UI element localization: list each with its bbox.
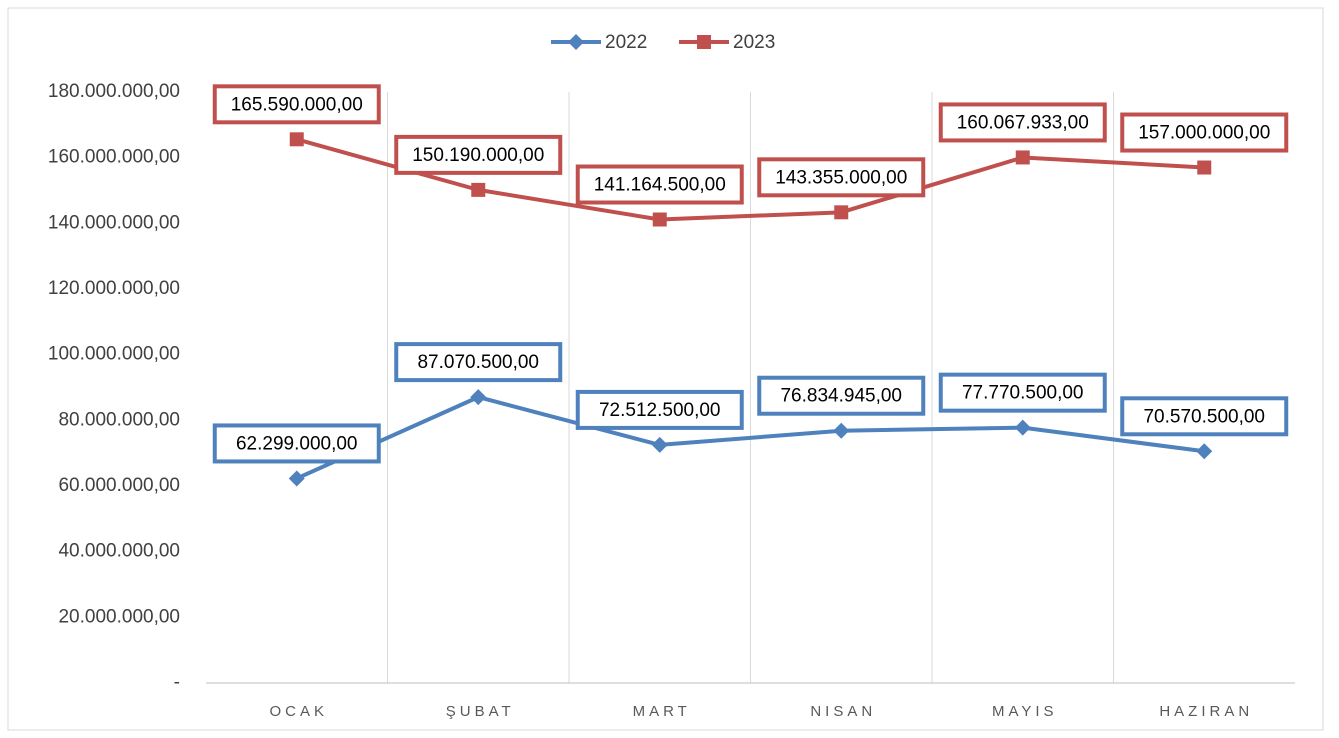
x-tick-label: OCAK — [269, 703, 328, 720]
series-line — [295, 395, 1205, 481]
data-point — [652, 212, 667, 227]
value-label: 70.570.500,00 — [1143, 406, 1265, 427]
value-label: 76.834.945,00 — [780, 386, 902, 407]
value-label: 165.590.000,00 — [231, 94, 363, 115]
value-label-box — [1120, 396, 1289, 437]
value-label: 87.070.500,00 — [417, 352, 539, 373]
y-tick-label: 20.000.000,00 — [58, 606, 180, 627]
value-label: 143.355.000,00 — [775, 167, 907, 188]
series-line — [296, 137, 1205, 222]
value-label: 150.190.000,00 — [412, 145, 544, 166]
y-tick-label: 60.000.000,00 — [58, 475, 180, 496]
value-label-box — [394, 342, 563, 383]
legend-label: 2023 — [733, 32, 775, 53]
x-tick-label: NISAN — [810, 703, 876, 720]
value-label-box — [575, 389, 744, 430]
value-label: 62.299.000,00 — [236, 433, 358, 454]
legend-marker — [697, 35, 711, 49]
value-label-box — [938, 372, 1107, 413]
value-label: 72.512.500,00 — [599, 400, 721, 421]
y-tick-label: 140.000.000,00 — [48, 212, 180, 233]
y-tick-label: 180.000.000,00 — [48, 81, 180, 102]
value-label-box — [394, 134, 563, 175]
value-label-box — [212, 423, 381, 464]
data-point — [288, 470, 305, 487]
data-point — [471, 182, 486, 197]
value-label: 160.067.933,00 — [957, 112, 1089, 133]
data-point — [1196, 443, 1213, 460]
y-tick-label: 100.000.000,00 — [48, 344, 180, 365]
x-tick-label: HAZIRAN — [1159, 703, 1253, 720]
legend-label: 2022 — [605, 32, 647, 53]
data-point — [651, 436, 668, 453]
value-label-box — [938, 102, 1107, 143]
y-tick-label: 80.000.000,00 — [58, 409, 180, 430]
data-point — [1014, 419, 1031, 436]
x-tick-label: ŞUBAT — [446, 703, 515, 720]
data-point — [289, 132, 304, 147]
value-label-box — [575, 164, 744, 205]
legend-marker — [568, 34, 584, 50]
data-point — [834, 205, 849, 220]
value-label: 157.000.000,00 — [1138, 123, 1270, 144]
y-tick-label: - — [174, 672, 180, 693]
x-tick-label: MART — [633, 703, 691, 720]
data-point — [1015, 150, 1030, 165]
x-tick-label: MAYIS — [992, 703, 1058, 720]
value-label: 141.164.500,00 — [594, 175, 726, 196]
value-label-box — [757, 375, 926, 416]
value-label-box — [212, 84, 381, 125]
y-tick-label: 120.000.000,00 — [48, 278, 180, 299]
y-tick-label: 160.000.000,00 — [48, 147, 180, 168]
y-tick-label: 40.000.000,00 — [58, 541, 180, 562]
value-label: 77.770.500,00 — [962, 383, 1084, 404]
data-point — [833, 422, 850, 439]
value-label-box — [757, 157, 926, 198]
data-point — [470, 389, 487, 406]
value-label-box — [1120, 112, 1289, 153]
data-point — [1197, 160, 1212, 175]
